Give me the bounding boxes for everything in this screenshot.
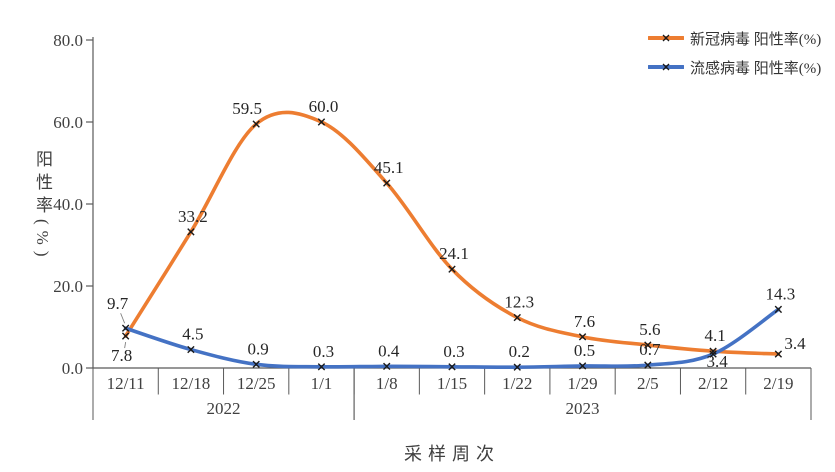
data-label: 0.3: [313, 342, 334, 361]
data-label: 0.3: [443, 342, 464, 361]
x-tick-label: 1/29: [567, 374, 597, 393]
data-marker: [121, 332, 130, 340]
data-marker: [252, 360, 260, 369]
y-tick-label: 40.0: [53, 195, 83, 214]
x-tick-label: 1/8: [376, 374, 398, 393]
data-label: 0.4: [378, 341, 400, 360]
y-tick-label: 80.0: [53, 31, 83, 50]
x-tick-label: 1/1: [311, 374, 333, 393]
data-label: 0.2: [509, 342, 530, 361]
data-marker: [187, 228, 195, 236]
data-label: 4.5: [182, 325, 203, 344]
data-label: 5.6: [639, 320, 660, 339]
data-label: 59.5: [232, 99, 262, 118]
data-marker: [448, 265, 456, 273]
data-label: 14.3: [765, 284, 795, 303]
data-marker: [709, 350, 717, 358]
data-label: 12.3: [504, 293, 534, 312]
x-tick-label: 1/15: [437, 374, 467, 393]
data-marker: [774, 305, 783, 314]
y-tick-label: 20.0: [53, 277, 83, 296]
data-label: 9.7: [107, 294, 129, 313]
data-marker: [578, 362, 587, 370]
data-label: 0.9: [248, 339, 269, 358]
data-marker: [644, 341, 652, 349]
data-label: 7.6: [574, 312, 595, 331]
data-marker: [383, 179, 391, 187]
data-marker: [774, 350, 783, 358]
data-marker: [187, 345, 195, 354]
data-label: 33.2: [178, 207, 208, 226]
series-line-0: [123, 110, 781, 356]
x-tick-label: 12/18: [172, 374, 211, 393]
data-label: 45.1: [374, 158, 404, 177]
label-leader: [124, 341, 127, 349]
data-marker: [644, 361, 652, 369]
data-label: 0.5: [574, 341, 595, 360]
label-leader: [120, 313, 126, 324]
y-axis-title: 阳性率(%): [33, 150, 52, 263]
x-group-label: 2022: [207, 399, 241, 418]
data-marker: [383, 362, 391, 371]
y-tick-label: 0.0: [62, 359, 83, 378]
x-tick-label: 2/5: [637, 374, 659, 393]
data-label: 0.7: [639, 340, 661, 359]
x-tick-label: 1/22: [502, 374, 532, 393]
legend-label-covid: 新冠病毒 阳性率(%): [690, 31, 822, 48]
x-tick-label: 12/11: [107, 374, 145, 393]
data-label: 60.0: [309, 97, 339, 116]
data-marker: [448, 363, 456, 371]
data-marker: [709, 347, 717, 355]
x-tick-label: 12/25: [237, 374, 276, 393]
data-label: 3.4: [784, 334, 806, 353]
data-label: 7.8: [111, 346, 132, 365]
data-label: 4.1: [704, 326, 725, 345]
x-tick-label: 2/19: [763, 374, 793, 393]
x-tick-label: 2/12: [698, 374, 728, 393]
y-tick-label: 60.0: [53, 113, 83, 132]
data-label: 24.1: [439, 244, 469, 263]
data-marker: [317, 118, 326, 126]
data-marker: [317, 363, 326, 371]
legend-label-flu: 流感病毒 阳性率(%): [690, 60, 822, 77]
data-label: 3.4: [706, 352, 728, 371]
data-marker: [252, 120, 260, 128]
x-group-label: 2023: [566, 399, 600, 418]
legend-item-covid: 新冠病毒 阳性率(%): [648, 30, 822, 48]
data-marker: [578, 333, 587, 341]
legend-item-flu: 流感病毒 阳性率(%): [648, 59, 822, 77]
flu-line-swatch-icon: [648, 63, 684, 71]
data-marker: [513, 313, 521, 322]
data-marker: [513, 363, 521, 371]
data-marker: [121, 324, 130, 332]
covid-line-swatch-icon: [648, 34, 684, 42]
legend: 新冠病毒 阳性率(%) 流感病毒 阳性率(%): [648, 30, 822, 77]
x-axis-title: 采样周次: [404, 444, 500, 464]
